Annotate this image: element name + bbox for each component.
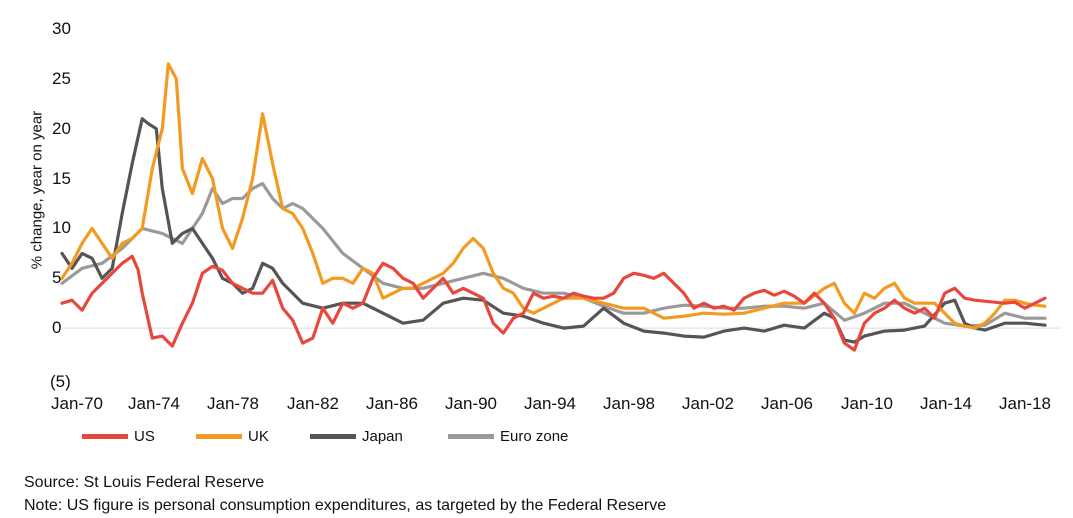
x-tick-label: Jan-78 xyxy=(207,394,259,413)
x-tick-label: Jan-06 xyxy=(761,394,813,413)
legend-label-euro-zone: Euro zone xyxy=(500,427,569,445)
x-tick-label: Jan-10 xyxy=(841,394,893,413)
series-line-us xyxy=(60,254,1047,352)
y-tick-label: 15 xyxy=(52,168,71,188)
legend-swatch-uk xyxy=(196,433,242,439)
x-tick-label: Jan-94 xyxy=(524,394,576,413)
legend-label-us: US xyxy=(134,427,155,445)
y-tick-label: 25 xyxy=(52,68,71,88)
x-tick-label: Jan-74 xyxy=(128,394,180,413)
legend-swatch-japan xyxy=(310,433,356,439)
legend-swatch-euro-zone xyxy=(448,433,494,439)
y-tick-label: 20 xyxy=(52,118,71,138)
series-layer xyxy=(60,62,1047,352)
x-tick-label: Jan-02 xyxy=(682,394,734,413)
y-axis-label: % change, year on year xyxy=(28,110,46,270)
y-tick-label: 30 xyxy=(52,19,71,38)
legend-item-euro-zone: Euro zone xyxy=(448,426,568,446)
y-tick-label: 5 xyxy=(52,268,62,288)
x-tick-label: Jan-70 xyxy=(51,394,103,413)
y-tick-label: 0 xyxy=(52,318,62,338)
legend-item-japan: Japan xyxy=(310,426,403,446)
footnote: Note: US figure is personal consumption … xyxy=(24,497,667,514)
x-tick-label: Jan-98 xyxy=(603,394,655,413)
series-line-japan xyxy=(60,117,1047,344)
x-tick-label: Jan-18 xyxy=(999,394,1051,413)
x-tick-label: Jan-86 xyxy=(366,394,418,413)
x-tick-label: Jan-90 xyxy=(445,394,497,413)
x-tick-label: Jan-82 xyxy=(287,394,339,413)
legend-item-us: US xyxy=(82,426,155,446)
x-tick-label: Jan-14 xyxy=(920,394,972,413)
legend-label-japan: Japan xyxy=(362,427,403,445)
source-note: Source: St Louis Federal Reserve xyxy=(24,474,265,491)
legend-label-uk: UK xyxy=(248,427,269,445)
series-line-uk xyxy=(60,62,1047,330)
legend-item-uk: UK xyxy=(196,426,269,446)
y-tick-label: 10 xyxy=(52,218,71,238)
y-tick-label: (5) xyxy=(50,372,71,391)
series-line-euro-zone xyxy=(60,182,1047,328)
legend-swatch-us xyxy=(82,433,128,439)
